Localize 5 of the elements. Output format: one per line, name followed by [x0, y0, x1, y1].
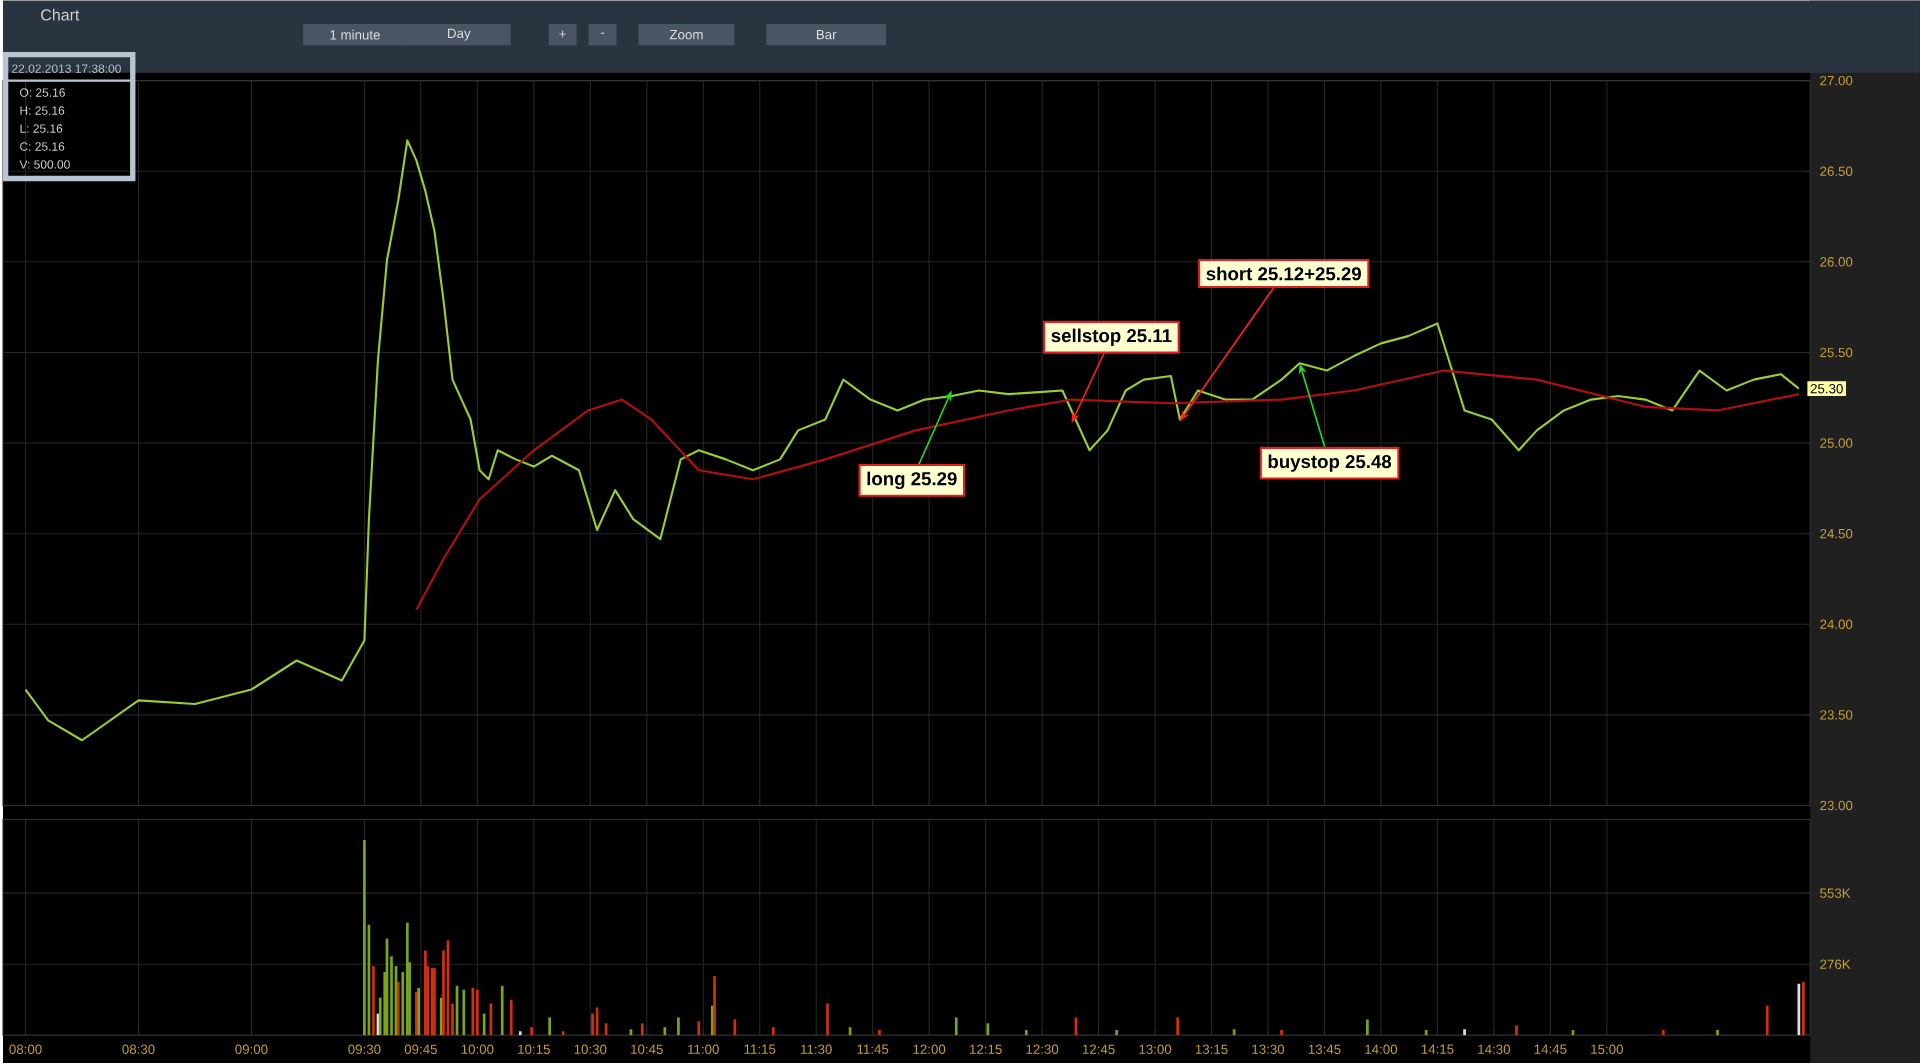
annotation: long 25.29 [867, 472, 957, 490]
annotation: sellstop 25.11 [1051, 329, 1172, 347]
line-series [415, 369, 1800, 612]
annotation: short 25.12+25.29 [1206, 267, 1361, 281]
annotation: buystop 25.48 [1268, 454, 1392, 473]
